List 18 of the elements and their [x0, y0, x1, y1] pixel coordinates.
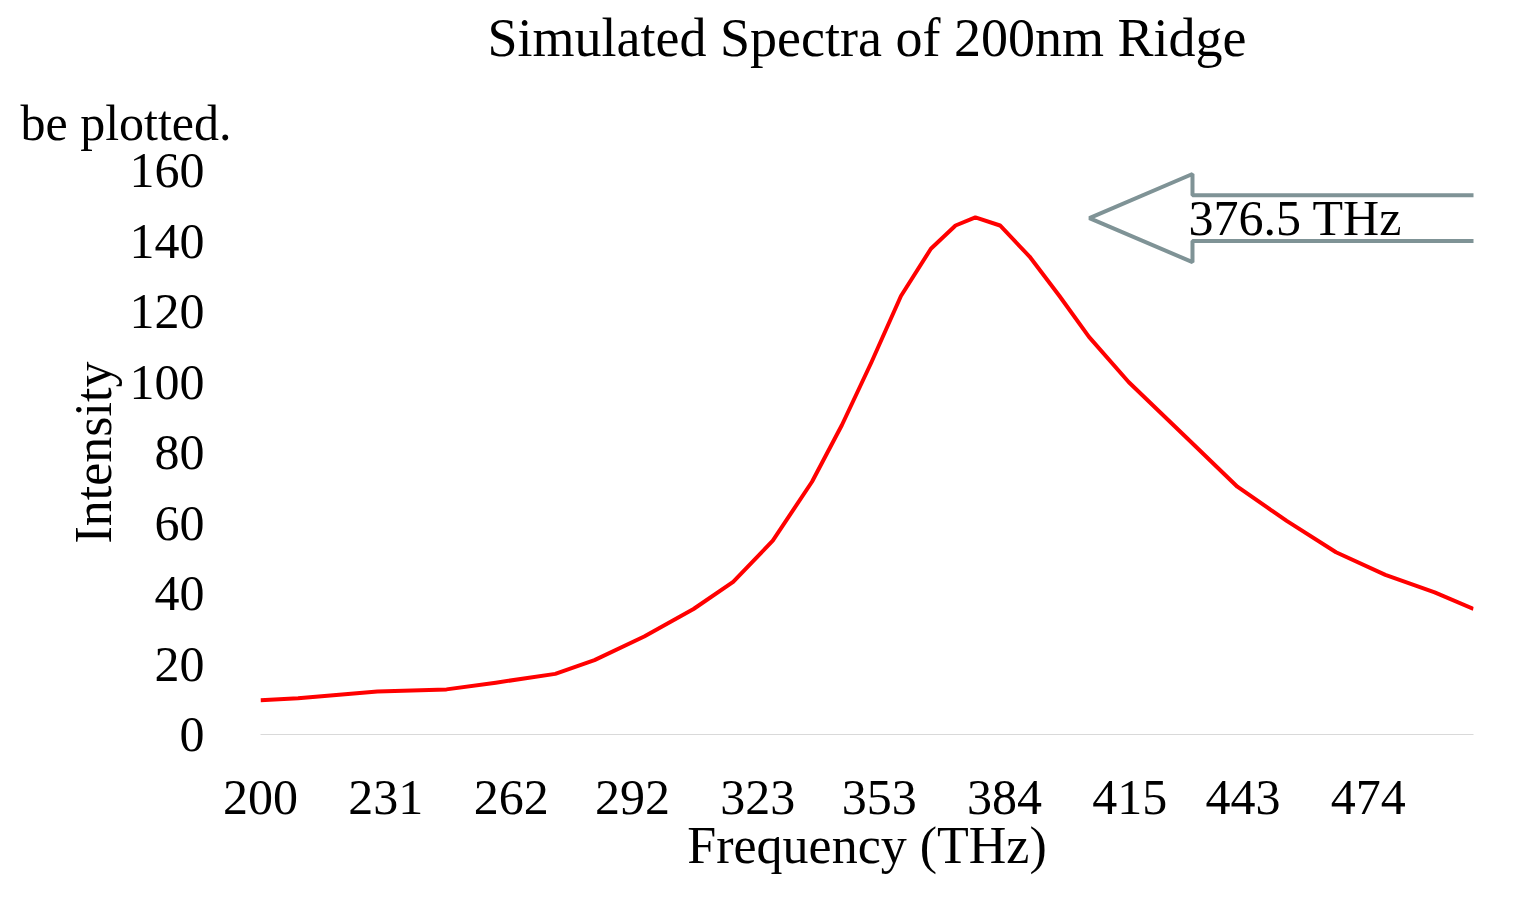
- y-tick-label: 40: [154, 565, 205, 621]
- y-axis-title: Intensity: [64, 361, 122, 544]
- y-tick-label: 80: [154, 424, 205, 480]
- annotation: 376.5 THz: [1188, 190, 1402, 247]
- x-tick-label: 474: [1330, 768, 1406, 825]
- y-tick-label: 0: [179, 706, 205, 762]
- x-tick-label: 292: [594, 768, 670, 825]
- x-tick-label: 231: [348, 768, 424, 825]
- chart-title: Simulated Spectra of 200nm Ridge: [487, 7, 1247, 68]
- x-tick-label: 415: [1092, 768, 1168, 825]
- x-tick-label: 200: [223, 768, 298, 825]
- y-tick-label: 140: [129, 212, 205, 269]
- x-tick-label: 262: [473, 768, 549, 825]
- y-tick-label: 100: [129, 353, 205, 410]
- y-tick-label: 120: [129, 283, 205, 339]
- x-tick-label: 443: [1205, 768, 1281, 825]
- y-tick-label: 60: [154, 494, 205, 551]
- y-tick-label: 20: [154, 635, 205, 692]
